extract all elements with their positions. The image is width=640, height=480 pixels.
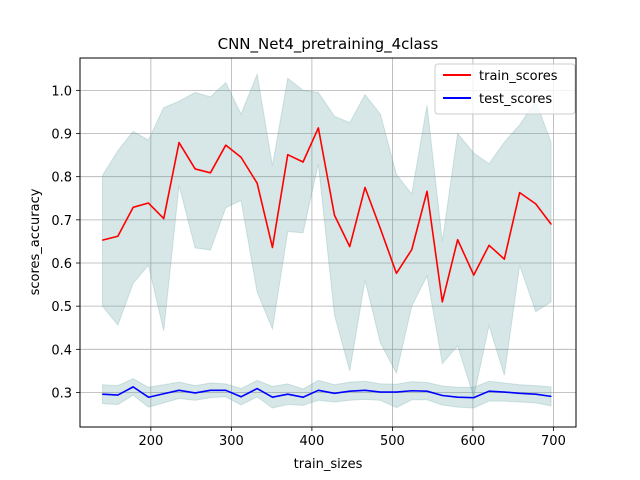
data-point-train-scores [333, 214, 336, 216]
series-lines [101, 127, 552, 399]
data-point-test-scores [395, 391, 398, 393]
data-point-test-scores [240, 396, 242, 398]
data-point-train-scores [550, 223, 552, 225]
data-point-test-scores [147, 396, 150, 398]
chart-title: CNN_Net4_pretraining_4class [218, 35, 439, 54]
data-point-train-scores [519, 192, 521, 194]
data-point-test-scores [349, 390, 351, 392]
data-point-test-scores [379, 391, 381, 393]
confidence-bands [102, 72, 552, 409]
series-line-train-scores [102, 127, 552, 303]
data-point-train-scores [535, 203, 537, 205]
data-point-train-scores [488, 244, 490, 246]
data-point-train-scores [209, 172, 212, 174]
data-point-test-scores [333, 392, 336, 394]
data-point-train-scores [441, 301, 443, 303]
data-point-test-scores [117, 394, 119, 396]
data-point-train-scores [163, 217, 165, 220]
data-point-test-scores [550, 395, 552, 397]
grid [80, 58, 576, 427]
x-tick-label: 200 [138, 434, 163, 449]
data-point-train-scores [287, 154, 289, 156]
y-tick-label: 0.4 [51, 343, 72, 358]
data-point-train-scores [503, 258, 505, 260]
legend: train_scores test_scores [434, 63, 576, 115]
band-train-scores [102, 72, 552, 399]
data-point-test-scores [317, 389, 319, 391]
data-point-test-scores [271, 396, 274, 398]
data-point-train-scores [426, 190, 428, 192]
y-tick-label: 0.9 [51, 128, 72, 143]
y-tick-label: 0.7 [51, 214, 72, 229]
data-point-train-scores [364, 186, 366, 189]
data-point-test-scores [163, 393, 165, 395]
y-tick-label: 0.5 [51, 300, 72, 315]
x-tick-label: 700 [541, 434, 566, 449]
data-point-train-scores [379, 227, 381, 230]
data-point-train-scores [473, 274, 475, 276]
data-point-train-scores [147, 202, 150, 204]
data-point-train-scores [457, 239, 459, 241]
data-point-test-scores [426, 390, 428, 392]
data-point-test-scores [364, 389, 366, 391]
data-point-train-scores [349, 246, 351, 248]
plot-area-frame [79, 57, 577, 428]
data-point-test-scores [256, 387, 258, 390]
data-point-test-scores [457, 396, 459, 398]
data-point-test-scores [132, 386, 134, 388]
data-point-train-scores [178, 141, 180, 144]
data-point-train-scores [117, 235, 119, 237]
data-point-train-scores [132, 206, 134, 208]
data-point-test-scores [302, 396, 304, 398]
data-point-test-scores [473, 397, 475, 399]
data-point-test-scores [411, 390, 413, 392]
legend-box [434, 63, 576, 115]
x-axis-ticks: 200 300 400 500 600 700 [138, 427, 566, 449]
data-point-test-scores [101, 393, 104, 395]
x-tick-label: 400 [299, 434, 324, 449]
data-point-test-scores [287, 393, 289, 395]
y-tick-label: 0.6 [51, 257, 72, 272]
band-test-scores [102, 378, 552, 409]
data-point-test-scores [178, 389, 180, 391]
data-point-train-scores [411, 249, 413, 251]
x-tick-label: 300 [219, 434, 244, 449]
series-line-test-scores [102, 386, 552, 399]
y-axis-ticks: 0.3 0.4 0.5 0.6 0.7 0.8 0.9 1.0 [51, 84, 80, 401]
y-tick-label: 1.0 [51, 84, 72, 99]
data-point-test-scores [194, 392, 196, 394]
data-point-test-scores [209, 389, 212, 391]
data-point-test-scores [503, 391, 505, 393]
data-point-test-scores [488, 390, 490, 392]
data-point-train-scores [256, 182, 258, 184]
data-point-train-scores [240, 156, 242, 158]
x-tick-label: 600 [461, 434, 486, 449]
y-tick-label: 0.8 [51, 171, 72, 186]
data-point-test-scores [519, 392, 521, 394]
y-tick-label: 0.3 [51, 386, 72, 401]
data-point-test-scores [535, 393, 537, 395]
data-point-train-scores [194, 168, 196, 170]
data-point-test-scores [225, 389, 227, 391]
y-axis-title: scores_accuracy [28, 188, 43, 295]
x-tick-label: 500 [380, 434, 405, 449]
legend-label-train-scores: train_scores [479, 69, 558, 84]
legend-label-test-scores: test_scores [479, 92, 552, 107]
x-axis-title: train_sizes [294, 457, 363, 472]
data-point-train-scores [302, 161, 304, 163]
data-point-train-scores [271, 246, 274, 249]
data-point-train-scores [225, 144, 227, 146]
data-point-test-scores [441, 394, 443, 397]
data-point-train-scores [101, 239, 104, 241]
data-point-train-scores [395, 272, 398, 274]
data-point-train-scores [317, 127, 319, 129]
